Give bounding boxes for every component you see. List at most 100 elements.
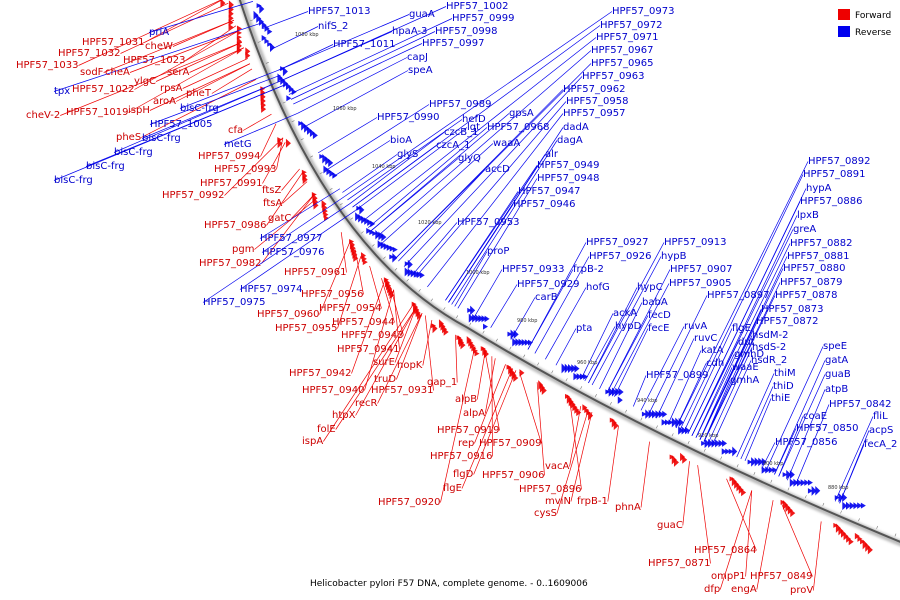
reverse-connector <box>778 416 804 477</box>
forward-connector <box>396 312 423 380</box>
backbone-tick <box>394 268 398 271</box>
reverse-feature <box>288 85 294 93</box>
reverse-feature <box>280 76 286 86</box>
gene-label-reverse: priA <box>149 27 169 38</box>
reverse-feature <box>475 314 481 323</box>
tick-label: 1040 kbp <box>372 164 396 170</box>
reverse-feature <box>389 245 395 252</box>
gene-label-forward: cheV-2 <box>26 110 60 121</box>
gene-label-reverse: hypA <box>806 183 832 194</box>
tick-label: 920 kbp <box>698 433 718 439</box>
gene-label-forward: HPF57_0941 <box>337 344 399 355</box>
reverse-feature <box>618 388 624 397</box>
gene-label-forward: hopK <box>397 360 423 371</box>
forward-feature <box>541 386 547 396</box>
backbone-arc <box>238 0 900 543</box>
reverse-connector <box>53 84 285 181</box>
gene-label-reverse: bisC-frg <box>142 133 181 144</box>
gene-label-reverse: HPF57_0998 <box>435 26 497 37</box>
gene-label-reverse: alr <box>545 149 559 160</box>
forward-connector <box>129 31 238 73</box>
gene-label-forward: HPF57_0982 <box>199 258 261 269</box>
reverse-connector <box>761 442 776 469</box>
backbone-tick <box>625 409 628 413</box>
reverse-feature <box>267 41 273 47</box>
forward-feature <box>474 350 480 357</box>
reverse-feature <box>381 232 387 242</box>
forward-feature <box>483 349 489 359</box>
gene-label-reverse: HPF57_0975 <box>203 297 265 308</box>
reverse-feature <box>407 259 413 270</box>
forward-feature <box>432 323 438 334</box>
gene-label-reverse: HPF57_0905 <box>669 278 731 289</box>
gene-label-forward: HPF57_0986 <box>204 220 266 231</box>
forward-feature <box>228 19 234 27</box>
reverse-connector <box>282 6 447 81</box>
forward-feature <box>417 311 423 320</box>
gene-label-forward: HPF57_0940 <box>302 385 364 396</box>
reverse-feature <box>467 307 473 313</box>
backbone-tick <box>804 495 807 499</box>
reverse-connector <box>588 242 665 384</box>
backbone-tick <box>319 172 323 175</box>
gene-label-reverse: hpaA-3 <box>392 26 427 37</box>
gene-label-forward: ftsA <box>263 198 282 209</box>
gene-label-reverse: acpS <box>869 425 893 436</box>
reverse-feature <box>652 409 658 419</box>
legend-reverse-swatch <box>838 26 850 37</box>
feature-layer <box>220 0 873 555</box>
forward-feature <box>835 523 841 533</box>
backbone-tick <box>339 203 343 206</box>
reverse-connector <box>610 283 670 395</box>
forward-feature <box>862 539 868 550</box>
forward-feature <box>362 259 368 266</box>
backbone-tick <box>291 120 295 123</box>
forward-connector <box>473 370 517 475</box>
forward-connector <box>519 372 542 444</box>
reverse-feature <box>478 314 484 323</box>
gene-label-forward: recR <box>355 398 378 409</box>
reverse-connector <box>354 127 468 211</box>
reverse-connector <box>317 117 378 154</box>
reverse-feature <box>282 66 288 77</box>
gene-label-reverse: hypB <box>661 251 687 262</box>
gene-label-reverse: HPF57_1011 <box>333 39 395 50</box>
reverse-connector <box>591 256 662 386</box>
reverse-connector <box>398 169 486 262</box>
tick-label: 960 kbp <box>577 360 597 366</box>
forward-connector <box>351 281 385 374</box>
gene-label-reverse: bisC-frg <box>114 147 153 158</box>
reverse-feature <box>261 21 267 29</box>
gene-label-forward: cfa <box>228 125 243 136</box>
reverse-feature <box>576 373 582 381</box>
reverse-connector <box>395 89 564 259</box>
forward-feature <box>261 105 267 113</box>
reverse-connector <box>740 386 774 460</box>
gene-label-forward: HPF57_0991 <box>200 178 262 189</box>
reverse-feature <box>472 314 478 323</box>
reverse-feature <box>765 466 771 474</box>
forward-connector <box>189 47 244 73</box>
reverse-connector <box>362 37 597 222</box>
backbone-tick <box>265 62 269 64</box>
backbone-tick <box>418 289 421 292</box>
gene-label-forward: frpB-1 <box>577 496 608 507</box>
reverse-feature <box>573 372 579 381</box>
reverse-feature <box>853 502 859 510</box>
reverse-feature <box>270 42 276 53</box>
forward-connector <box>155 42 242 82</box>
forward-connector <box>291 193 315 219</box>
reverse-feature <box>789 478 795 488</box>
forward-feature <box>613 421 619 431</box>
gene-label-reverse: thiM <box>774 368 796 379</box>
gene-label-forward: pheS <box>116 132 141 143</box>
gene-label-reverse: tpx <box>54 86 70 97</box>
reverse-feature <box>754 457 760 467</box>
label-layer: cheV-2 HPF57_1033 HPF57_1031 HPF57_1032 … <box>16 1 897 596</box>
reverse-connector <box>367 127 488 228</box>
reverse-feature <box>383 243 389 251</box>
reverse-connector <box>656 338 695 419</box>
reverse-feature <box>378 231 384 241</box>
gene-label-reverse: guaA <box>409 9 435 20</box>
reverse-connector <box>290 31 436 100</box>
